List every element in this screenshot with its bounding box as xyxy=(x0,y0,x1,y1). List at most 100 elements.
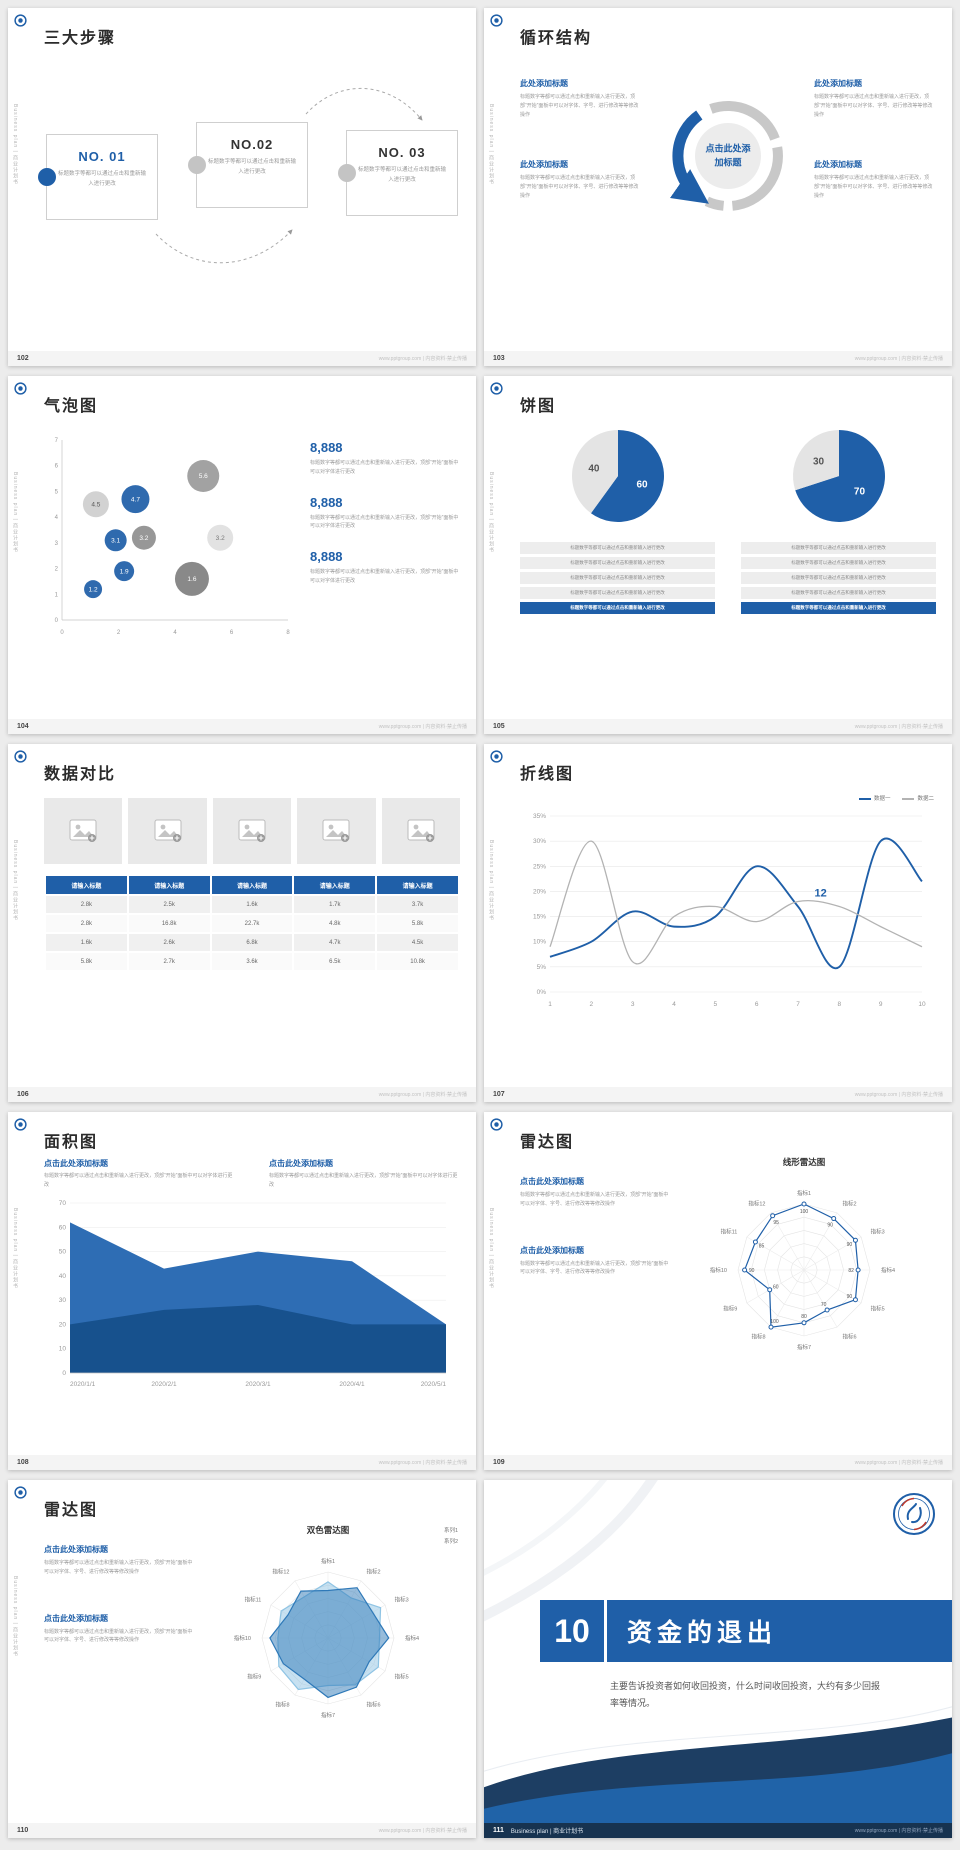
cycle-right-column: 此处添加标题 标题数字等都可以通过点击和重新输入进行更改，顶部“开始”面板中可以… xyxy=(814,60,936,241)
svg-text:1.2: 1.2 xyxy=(89,586,98,593)
svg-text:0: 0 xyxy=(62,1370,66,1377)
corner-arcs-decoration xyxy=(484,1480,658,1622)
svg-text:15%: 15% xyxy=(533,914,546,921)
slide-three-steps[interactable]: Business plan | 商业计划书 三大步骤 NO. 01 标题数字等都… xyxy=(8,8,476,366)
item-title: 此处添加标题 xyxy=(520,79,568,88)
slide-title: 雷达图 xyxy=(44,1502,99,1519)
brand-logo-icon xyxy=(14,750,27,763)
item-title: 点击此处添加标题 xyxy=(44,1159,108,1168)
page-number: 111 xyxy=(493,1827,504,1834)
slide-pie-chart[interactable]: Business plan | 商业计划书 饼图 60 40 标题数字等都可以通过… xyxy=(484,376,952,734)
step-body: 标题数字等都可以通过点击和重新输入进行更改 xyxy=(57,171,146,187)
brand-logo-icon xyxy=(490,14,503,27)
table-header: 请输入标题 xyxy=(46,876,127,894)
table-cell: 6.5k xyxy=(294,953,376,970)
brand-logo-icon xyxy=(490,382,503,395)
table-cell: 2.8k xyxy=(46,896,127,913)
sidebar-vertical-text: Business plan | 商业计划书 xyxy=(488,104,494,186)
table-row: 5.8k 2.7k 3.6k 6.5k 10.8k xyxy=(46,953,458,970)
stat-value: 8,888 xyxy=(310,494,343,510)
pie-caption-row: 标题数字等都可以通过点击和重新输入进行更改 xyxy=(520,542,715,554)
legend-item: 数据一 xyxy=(858,794,891,802)
item-title: 点击此处添加标题 xyxy=(520,1245,584,1255)
legend-label: 系列2 xyxy=(443,1539,458,1545)
slide-footer: 104 www.pptgroup.com | 内容资料·禁止传播 xyxy=(8,719,476,734)
pie-caption-row: 标题数字等都可以通过点击和重新输入进行更改 xyxy=(741,542,936,554)
svg-text:2: 2 xyxy=(117,630,121,636)
cycle-diagram: 此处添加标题 标题数字等都可以通过点击和重新输入进行更改，顶部“开始”面板中可以… xyxy=(520,60,936,241)
comparison-table: 请输入标题 请输入标题 请输入标题 请输入标题 请输入标题 2.8k 2.5k … xyxy=(44,874,460,972)
slide-line-chart[interactable]: Business plan | 商业计划书 折线图 数据一 数据二 0% 5% 10… xyxy=(484,744,952,1102)
sidebar-vertical-text: Business plan | 商业计划书 xyxy=(488,472,494,554)
slide-radar-line[interactable]: Business plan | 商业计划书 雷达图 点击此处添加标题 标题数字等… xyxy=(484,1112,952,1470)
svg-text:30: 30 xyxy=(812,457,824,468)
svg-text:指标9: 指标9 xyxy=(723,1305,737,1313)
table-cell: 4.8k xyxy=(294,915,376,932)
svg-text:8: 8 xyxy=(838,1001,842,1008)
slide-data-comparison[interactable]: Business plan | 商业计划书 数据对比 请输入标题 请输入标题 请… xyxy=(8,744,476,1102)
svg-text:指标10: 指标10 xyxy=(710,1266,727,1274)
slide-cycle-structure[interactable]: Business plan | 商业计划书 循环结构 此处添加标题 标题数字等都… xyxy=(484,8,952,366)
image-placeholder-icon xyxy=(322,819,350,842)
slide-footer: 108 www.pptgroup.com | 内容资料·禁止传播 xyxy=(8,1455,476,1470)
slide-bubble-chart[interactable]: Business plan | 商业计划书 气泡图 0 1 2 3 4 5 6 7 0 2 4 6 8 4… xyxy=(8,376,476,734)
item-body: 标题数字等都可以通过点击和重新输入进行更改，顶部“开始”面板中可以对字体、字号、… xyxy=(44,1560,193,1575)
svg-text:指标9: 指标9 xyxy=(247,1673,261,1681)
svg-text:7: 7 xyxy=(796,1001,800,1008)
item-title: 此处添加标题 xyxy=(814,160,862,170)
step-number: NO. 03 xyxy=(378,145,426,160)
page-number: 104 xyxy=(17,723,29,730)
legend-swatch-icon xyxy=(902,797,915,800)
slide-footer: 103 www.pptgroup.com | 内容资料·禁止传播 xyxy=(484,351,952,366)
slide-area-chart[interactable]: Business plan | 商业计划书 面积图 点击此处添加标题 标题数字等… xyxy=(8,1112,476,1470)
svg-text:25%: 25% xyxy=(533,863,546,870)
area-header-2: 点击此处添加标题 标题数字等都可以通过点击和重新输入进行更改，顶部“开始”面板中… xyxy=(269,1158,460,1189)
item-body: 标题数字等都可以通过点击和重新输入进行更改，顶部“开始”面板中可以对字体、字号、… xyxy=(44,1628,193,1644)
table-cell: 2.6k xyxy=(128,934,210,951)
item-body: 标题数字等都可以通过点击和重新输入进行更改，顶部“开始”面板中可以对字体进行更改 xyxy=(269,1173,458,1188)
dashed-arrows-icon xyxy=(155,87,423,264)
slide-title: 雷达图 xyxy=(520,1134,575,1151)
cycle-left-column: 此处添加标题 标题数字等都可以通过点击和重新输入进行更改，顶部“开始”面板中可以… xyxy=(520,60,642,241)
svg-text:2: 2 xyxy=(590,1001,594,1008)
svg-text:90: 90 xyxy=(827,1223,833,1229)
item-title: 点击此处添加标题 xyxy=(269,1159,333,1168)
area-header-1: 点击此处添加标题 标题数字等都可以通过点击和重新输入进行更改，顶部“开始”面板中… xyxy=(44,1158,235,1189)
pie-caption-row: 标题数字等都可以通过点击和重新输入进行更改 xyxy=(520,572,715,584)
svg-text:50: 50 xyxy=(59,1249,67,1256)
svg-text:100: 100 xyxy=(770,1319,779,1325)
radar-legend: 系列1 系列2 xyxy=(444,1526,458,1548)
svg-text:指标7: 指标7 xyxy=(797,1343,811,1351)
table-row: 2.8k 16.8k 22.7k 4.8k 5.8k xyxy=(46,915,458,932)
table-cell: 1.7k xyxy=(294,896,376,913)
cycle-ring: 点击此处添加标题 xyxy=(642,60,814,241)
svg-text:40: 40 xyxy=(59,1273,67,1280)
svg-text:40: 40 xyxy=(588,464,600,475)
legend-label: 数据一 xyxy=(873,796,891,802)
step-number: NO. 01 xyxy=(78,149,126,164)
svg-text:2020/2/1: 2020/2/1 xyxy=(151,1381,177,1388)
sidebar-vertical-text: Business plan | 商业计划书 xyxy=(488,1208,494,1290)
legend-item: 系列2 xyxy=(444,1537,458,1545)
brand-logo-icon xyxy=(14,382,27,395)
stat-value: 8,888 xyxy=(310,549,343,564)
svg-text:10: 10 xyxy=(918,1001,926,1008)
pie-caption-row: 标题数字等都可以通过点击和重新输入进行更改 xyxy=(741,587,936,599)
slide-section-divider[interactable]: 10 资金的退出 主要告诉投资者如何收回投资，什么时间收回投资，大约有多少回报率… xyxy=(484,1480,952,1838)
svg-text:指标5: 指标5 xyxy=(871,1305,885,1313)
svg-text:95: 95 xyxy=(773,1220,779,1226)
slide-radar-fill[interactable]: Business plan | 商业计划书 雷达图 点击此处添加标题 标题数字等… xyxy=(8,1480,476,1838)
svg-text:5: 5 xyxy=(55,489,59,495)
legend-item: 数据二 xyxy=(902,794,934,802)
steps-diagram: NO. 01 标题数字等都可以通过点击和重新输入进行更改 NO.02 标题数字等… xyxy=(38,62,460,316)
legend-label: 数据二 xyxy=(917,796,934,802)
svg-text:5: 5 xyxy=(714,1001,718,1008)
svg-text:10%: 10% xyxy=(533,939,546,946)
step-body: 标题数字等都可以通过点击和重新输入进行更改 xyxy=(357,167,446,183)
brand-logo-icon xyxy=(490,750,503,763)
svg-text:80: 80 xyxy=(801,1314,807,1320)
bubble-chart: 0 1 2 3 4 5 6 7 0 2 4 6 8 4.5 4.7 5.6 3.1 3.2 3.2 1.9 1.2 1.6 xyxy=(55,438,291,636)
pie-caption-row: 标题数字等都可以通过点击和重新输入进行更改 xyxy=(520,557,715,569)
